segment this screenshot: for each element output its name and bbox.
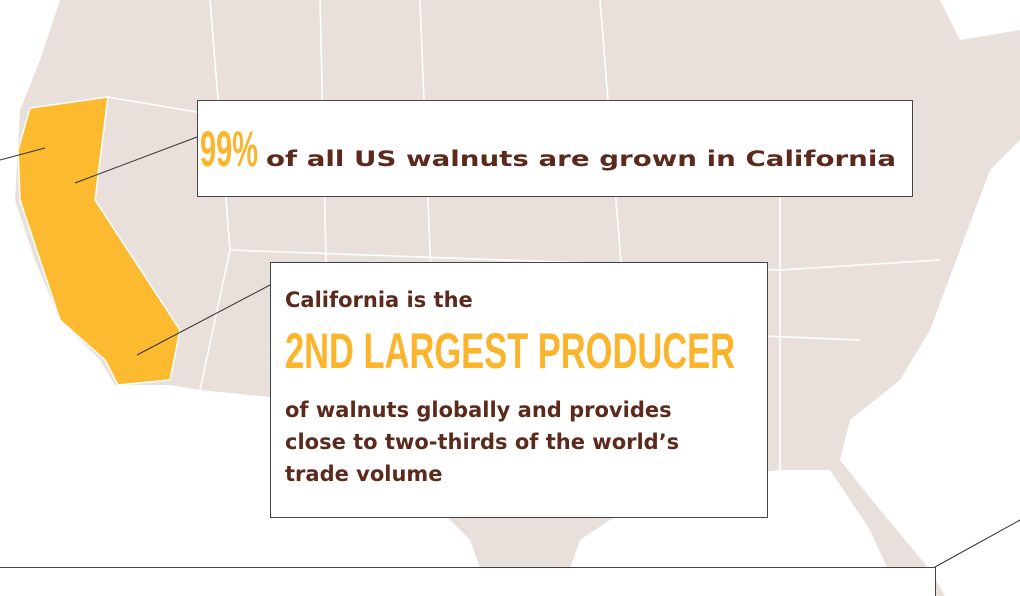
callout-line-text: close to two-thirds of the world’s [285, 430, 679, 454]
callout-line [0, 147, 46, 161]
callout-text: of all US walnuts are grown in Californi… [266, 147, 896, 171]
callout-line [136, 284, 271, 356]
callout-line [934, 519, 1020, 568]
callout-line-text: of walnuts globally and provides [285, 398, 672, 422]
bottom-box-fill [0, 568, 935, 596]
callout-box [197, 100, 913, 197]
callout-line-text: trade volume [285, 462, 443, 486]
highlight: 99% [200, 121, 258, 177]
callout-box [270, 262, 768, 518]
callout-line [74, 136, 198, 184]
highlight: 2ND LARGEST PRODUCER [285, 323, 735, 379]
california [17, 96, 181, 386]
callout-intro: California is the [285, 288, 473, 312]
